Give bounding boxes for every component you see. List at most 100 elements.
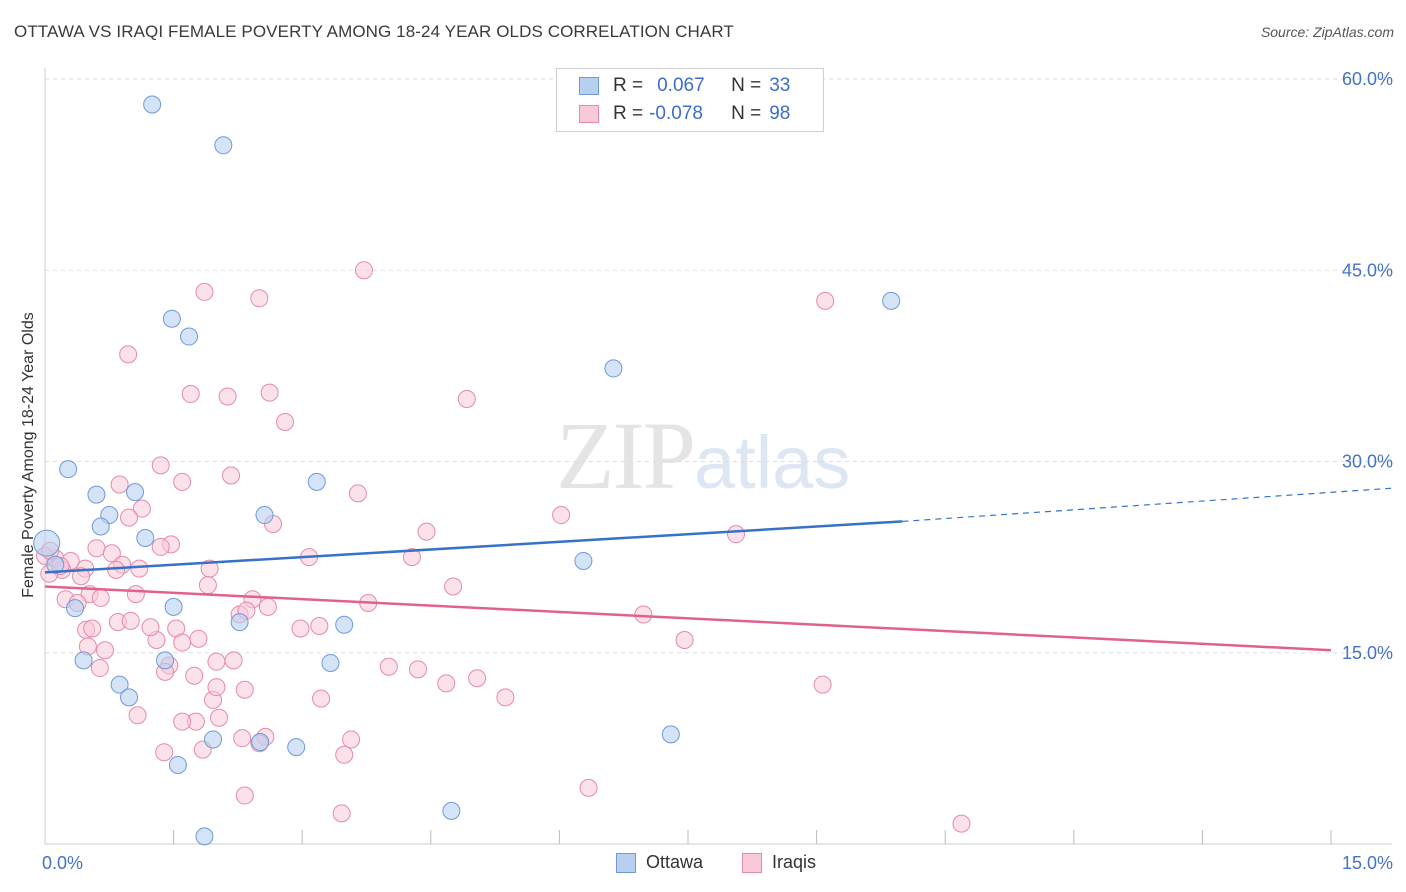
ottawa-point	[66, 599, 85, 618]
iraqi-point	[72, 567, 91, 586]
ottawa-point	[214, 136, 233, 155]
ottawa-point	[33, 529, 61, 557]
iraqi-point	[173, 633, 192, 652]
legend-r-label: R =	[613, 103, 644, 124]
ottawa-point	[287, 738, 306, 757]
iraqi-point	[260, 383, 279, 402]
legend-label-iraqis: Iraqis	[772, 852, 817, 872]
ottawa-point	[321, 653, 340, 672]
iraqi-point	[132, 499, 151, 518]
iraqi-point	[121, 611, 140, 630]
iraqi-point	[444, 577, 463, 596]
iraqi-point	[119, 345, 138, 364]
legend-row-ottawa: R = 0.067 N = 33	[579, 74, 790, 98]
iraqi-point	[173, 472, 192, 491]
iraqi-point	[151, 456, 170, 475]
watermark-atlas: atlas	[694, 421, 851, 504]
iraqi-point	[310, 616, 329, 635]
ottawa-point	[46, 555, 65, 574]
iraqi-point	[379, 657, 398, 676]
iraqi-point	[258, 597, 277, 616]
ottawa-point	[164, 597, 183, 616]
chart-title: OTTAWA VS IRAQI FEMALE POVERTY AMONG 18-…	[14, 22, 734, 41]
ottawa-point	[143, 95, 162, 114]
tick-labels: 15.0% 30.0% 45.0% 60.0% 0.0% 15.0%	[42, 69, 1393, 873]
ottawa-point	[120, 688, 139, 707]
iraqi-points	[36, 261, 971, 833]
iraqi-point	[195, 282, 214, 301]
iraqi-point	[173, 712, 192, 731]
iraqi-point	[579, 778, 598, 797]
ottawa-trend-line	[44, 520, 903, 574]
iraqi-trend-line	[44, 585, 1332, 652]
x-tick-label: 0.0%	[42, 853, 83, 873]
ottawa-point	[180, 327, 199, 346]
x-tick-label: 15.0%	[1342, 853, 1393, 873]
iraqi-point	[727, 525, 746, 544]
ottawa-point	[74, 651, 93, 670]
ottawa-point	[335, 615, 354, 634]
ottawa-point	[251, 733, 270, 751]
iraqi-point	[198, 576, 217, 595]
iraqi-point	[813, 675, 832, 694]
iraqi-point	[342, 730, 361, 749]
ottawa-point	[882, 291, 901, 310]
ottawa-point	[126, 483, 145, 502]
iraqi-point	[250, 289, 269, 308]
ottawa-point	[91, 517, 110, 536]
ottawa-point	[59, 460, 78, 479]
iraqi-point	[90, 659, 109, 678]
ottawa-point	[87, 485, 106, 504]
iraqi-point	[235, 680, 254, 699]
ottawa-point	[604, 359, 623, 378]
legend-r-value: 0.067	[657, 75, 705, 96]
iraqi-point	[189, 629, 208, 648]
iraqi-point	[120, 508, 139, 527]
ottawa-point	[162, 309, 181, 328]
series-legend: Ottawa Iraqis	[0, 852, 1406, 878]
legend-swatch-ottawa	[579, 77, 599, 95]
iraqi-point	[437, 674, 456, 693]
iraqi-point	[218, 387, 237, 406]
y-tick-label: 15.0%	[1342, 643, 1393, 663]
iraqi-point	[335, 745, 354, 764]
legend-label-ottawa: Ottawa	[646, 852, 704, 872]
watermark: ZIPatlas	[556, 400, 850, 511]
iraqi-point	[210, 708, 229, 727]
iraqi-point	[552, 506, 571, 525]
legend-n-label: N =	[731, 103, 762, 124]
ottawa-point	[204, 730, 223, 749]
legend-n-value: 98	[769, 103, 791, 124]
iraqi-point	[185, 666, 204, 685]
iraqi-point	[222, 466, 241, 485]
iraqi-point	[151, 537, 170, 556]
legend-r-label: R =	[613, 75, 644, 96]
iraqi-point	[496, 688, 515, 707]
iraqi-point	[224, 651, 243, 670]
legend-row-iraqi: R = -0.078 N = 98	[579, 102, 790, 126]
ottawa-point	[230, 613, 249, 632]
legend-swatch-ottawa	[616, 852, 636, 873]
ottawa-point	[110, 675, 129, 694]
stats-legend: R = 0.067 N = 33 R = -0.078 N = 98	[556, 68, 824, 132]
iraqi-point	[291, 619, 310, 638]
iraqi-point	[354, 261, 373, 280]
iraqi-point	[235, 786, 254, 805]
source-label: Source: ZipAtlas.com	[1260, 24, 1394, 40]
legend-item-ottawa[interactable]: Ottawa	[616, 852, 703, 873]
ottawa-point	[136, 529, 155, 547]
legend-n-value: 33	[769, 75, 791, 96]
iraqi-point	[348, 484, 367, 503]
watermark-zip: ZIP	[556, 402, 696, 509]
iraqi-point	[87, 539, 106, 558]
iraqi-point	[634, 605, 653, 624]
iraqi-point	[402, 548, 421, 567]
ottawa-points	[33, 95, 901, 846]
legend-item-iraqis[interactable]: Iraqis	[742, 852, 816, 873]
iraqi-point	[816, 291, 835, 310]
iraqi-point	[107, 560, 126, 579]
legend-swatch-iraqi	[579, 105, 599, 123]
ottawa-point	[574, 551, 593, 570]
iraqi-point	[128, 706, 147, 725]
